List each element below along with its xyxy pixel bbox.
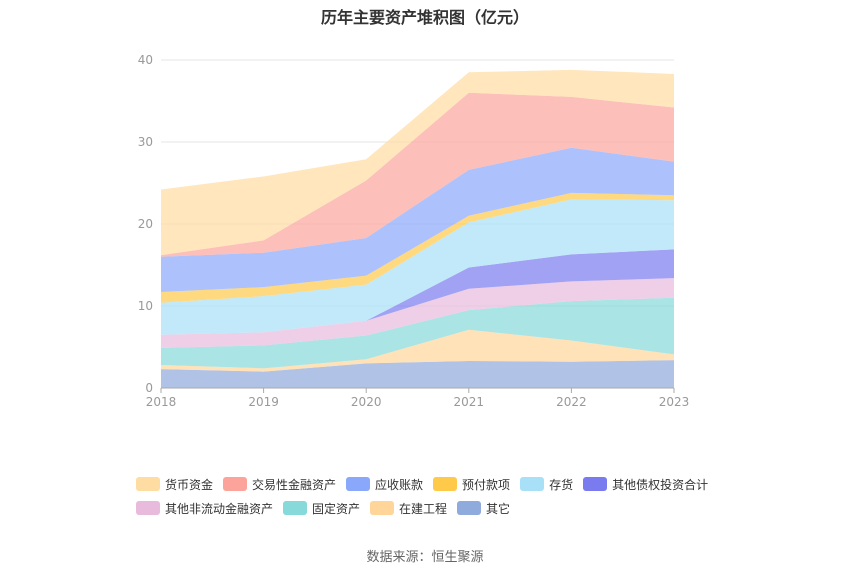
legend-label: 其他债权投资合计 xyxy=(612,477,709,492)
x-tick-label-5: 2023 xyxy=(659,395,690,409)
chart-title: 历年主要资产堆积图（亿元） xyxy=(320,8,529,27)
legend-item[interactable]: 固定资产 xyxy=(283,500,360,517)
legend-label: 交易性金融资产 xyxy=(252,477,337,492)
y-tick-label-0: 0 xyxy=(145,381,153,395)
x-tick-label-2: 2020 xyxy=(351,395,382,409)
legend-swatch xyxy=(346,477,371,491)
area-series-0 xyxy=(161,360,674,388)
legend-swatch xyxy=(136,477,160,491)
legend-item[interactable]: 在建工程 xyxy=(370,500,447,517)
x-tick-label-1: 2019 xyxy=(248,395,279,409)
x-tick-label-0: 2018 xyxy=(146,395,177,409)
legend-label: 在建工程 xyxy=(399,501,448,516)
area-series-6 xyxy=(161,192,674,303)
legend-swatch xyxy=(433,477,458,491)
legend-swatch xyxy=(583,477,608,491)
y-tick-label-2: 20 xyxy=(138,217,153,231)
legend-label: 其它 xyxy=(486,501,511,516)
legend-item[interactable]: 货币资金 xyxy=(136,476,213,493)
legend-label: 预付款项 xyxy=(462,477,511,492)
area-series-9 xyxy=(161,69,674,256)
y-tick-label-4: 40 xyxy=(138,53,153,67)
area-series-5 xyxy=(161,199,674,335)
y-tick-label-1: 10 xyxy=(138,299,153,313)
legend-row-1: 其他非流动金融资产 固定资产 在建工程 其它 xyxy=(136,496,736,520)
area-series-1 xyxy=(161,329,674,372)
legend-label: 存货 xyxy=(549,477,574,492)
x-tick-label-4: 2022 xyxy=(556,395,587,409)
legend-item[interactable]: 其他债权投资合计 xyxy=(583,476,708,493)
area-series-4 xyxy=(161,249,674,335)
legend-item[interactable]: 其它 xyxy=(457,500,510,517)
legend-item[interactable]: 交易性金融资产 xyxy=(223,476,336,493)
x-tick-label-3: 2021 xyxy=(454,395,485,409)
y-tick-label-3: 30 xyxy=(138,135,153,149)
legend-swatch xyxy=(223,477,248,491)
legend-row-0: 货币资金 交易性金融资产 应收账款 预付款项 存货 其他债权投资合计 xyxy=(136,472,736,496)
area-series-2 xyxy=(161,297,674,369)
legend-label: 应收账款 xyxy=(375,477,424,492)
legend-item[interactable]: 其他非流动金融资产 xyxy=(136,500,273,517)
area-series-7 xyxy=(161,147,674,293)
area-series xyxy=(161,69,674,388)
legend-item[interactable]: 应收账款 xyxy=(346,476,423,493)
area-series-3 xyxy=(161,278,674,348)
legend-swatch xyxy=(283,501,308,515)
area-series-8 xyxy=(161,92,674,257)
legend-label: 货币资金 xyxy=(165,477,214,492)
legend-swatch xyxy=(457,501,482,515)
legend-label: 固定资产 xyxy=(312,501,361,516)
legend-label: 其他非流动金融资产 xyxy=(165,501,274,516)
axes: 2018 2019 2020 2021 2022 2023 0 10 20 30 40 xyxy=(138,53,690,409)
data-source: 数据来源：恒生聚源 xyxy=(366,550,484,565)
legend-item[interactable]: 存货 xyxy=(520,476,573,493)
stacked-area-chart: 2018 2019 2020 2021 2022 2023 0 10 20 30 40 xyxy=(138,53,690,409)
legend-swatch xyxy=(370,501,395,515)
legend: 货币资金 交易性金融资产 应收账款 预付款项 存货 其他债权投资合计其他非流动金融资产 固定… xyxy=(136,472,736,520)
legend-swatch xyxy=(136,501,160,515)
legend-item[interactable]: 预付款项 xyxy=(433,476,510,493)
legend-swatch xyxy=(520,477,545,491)
